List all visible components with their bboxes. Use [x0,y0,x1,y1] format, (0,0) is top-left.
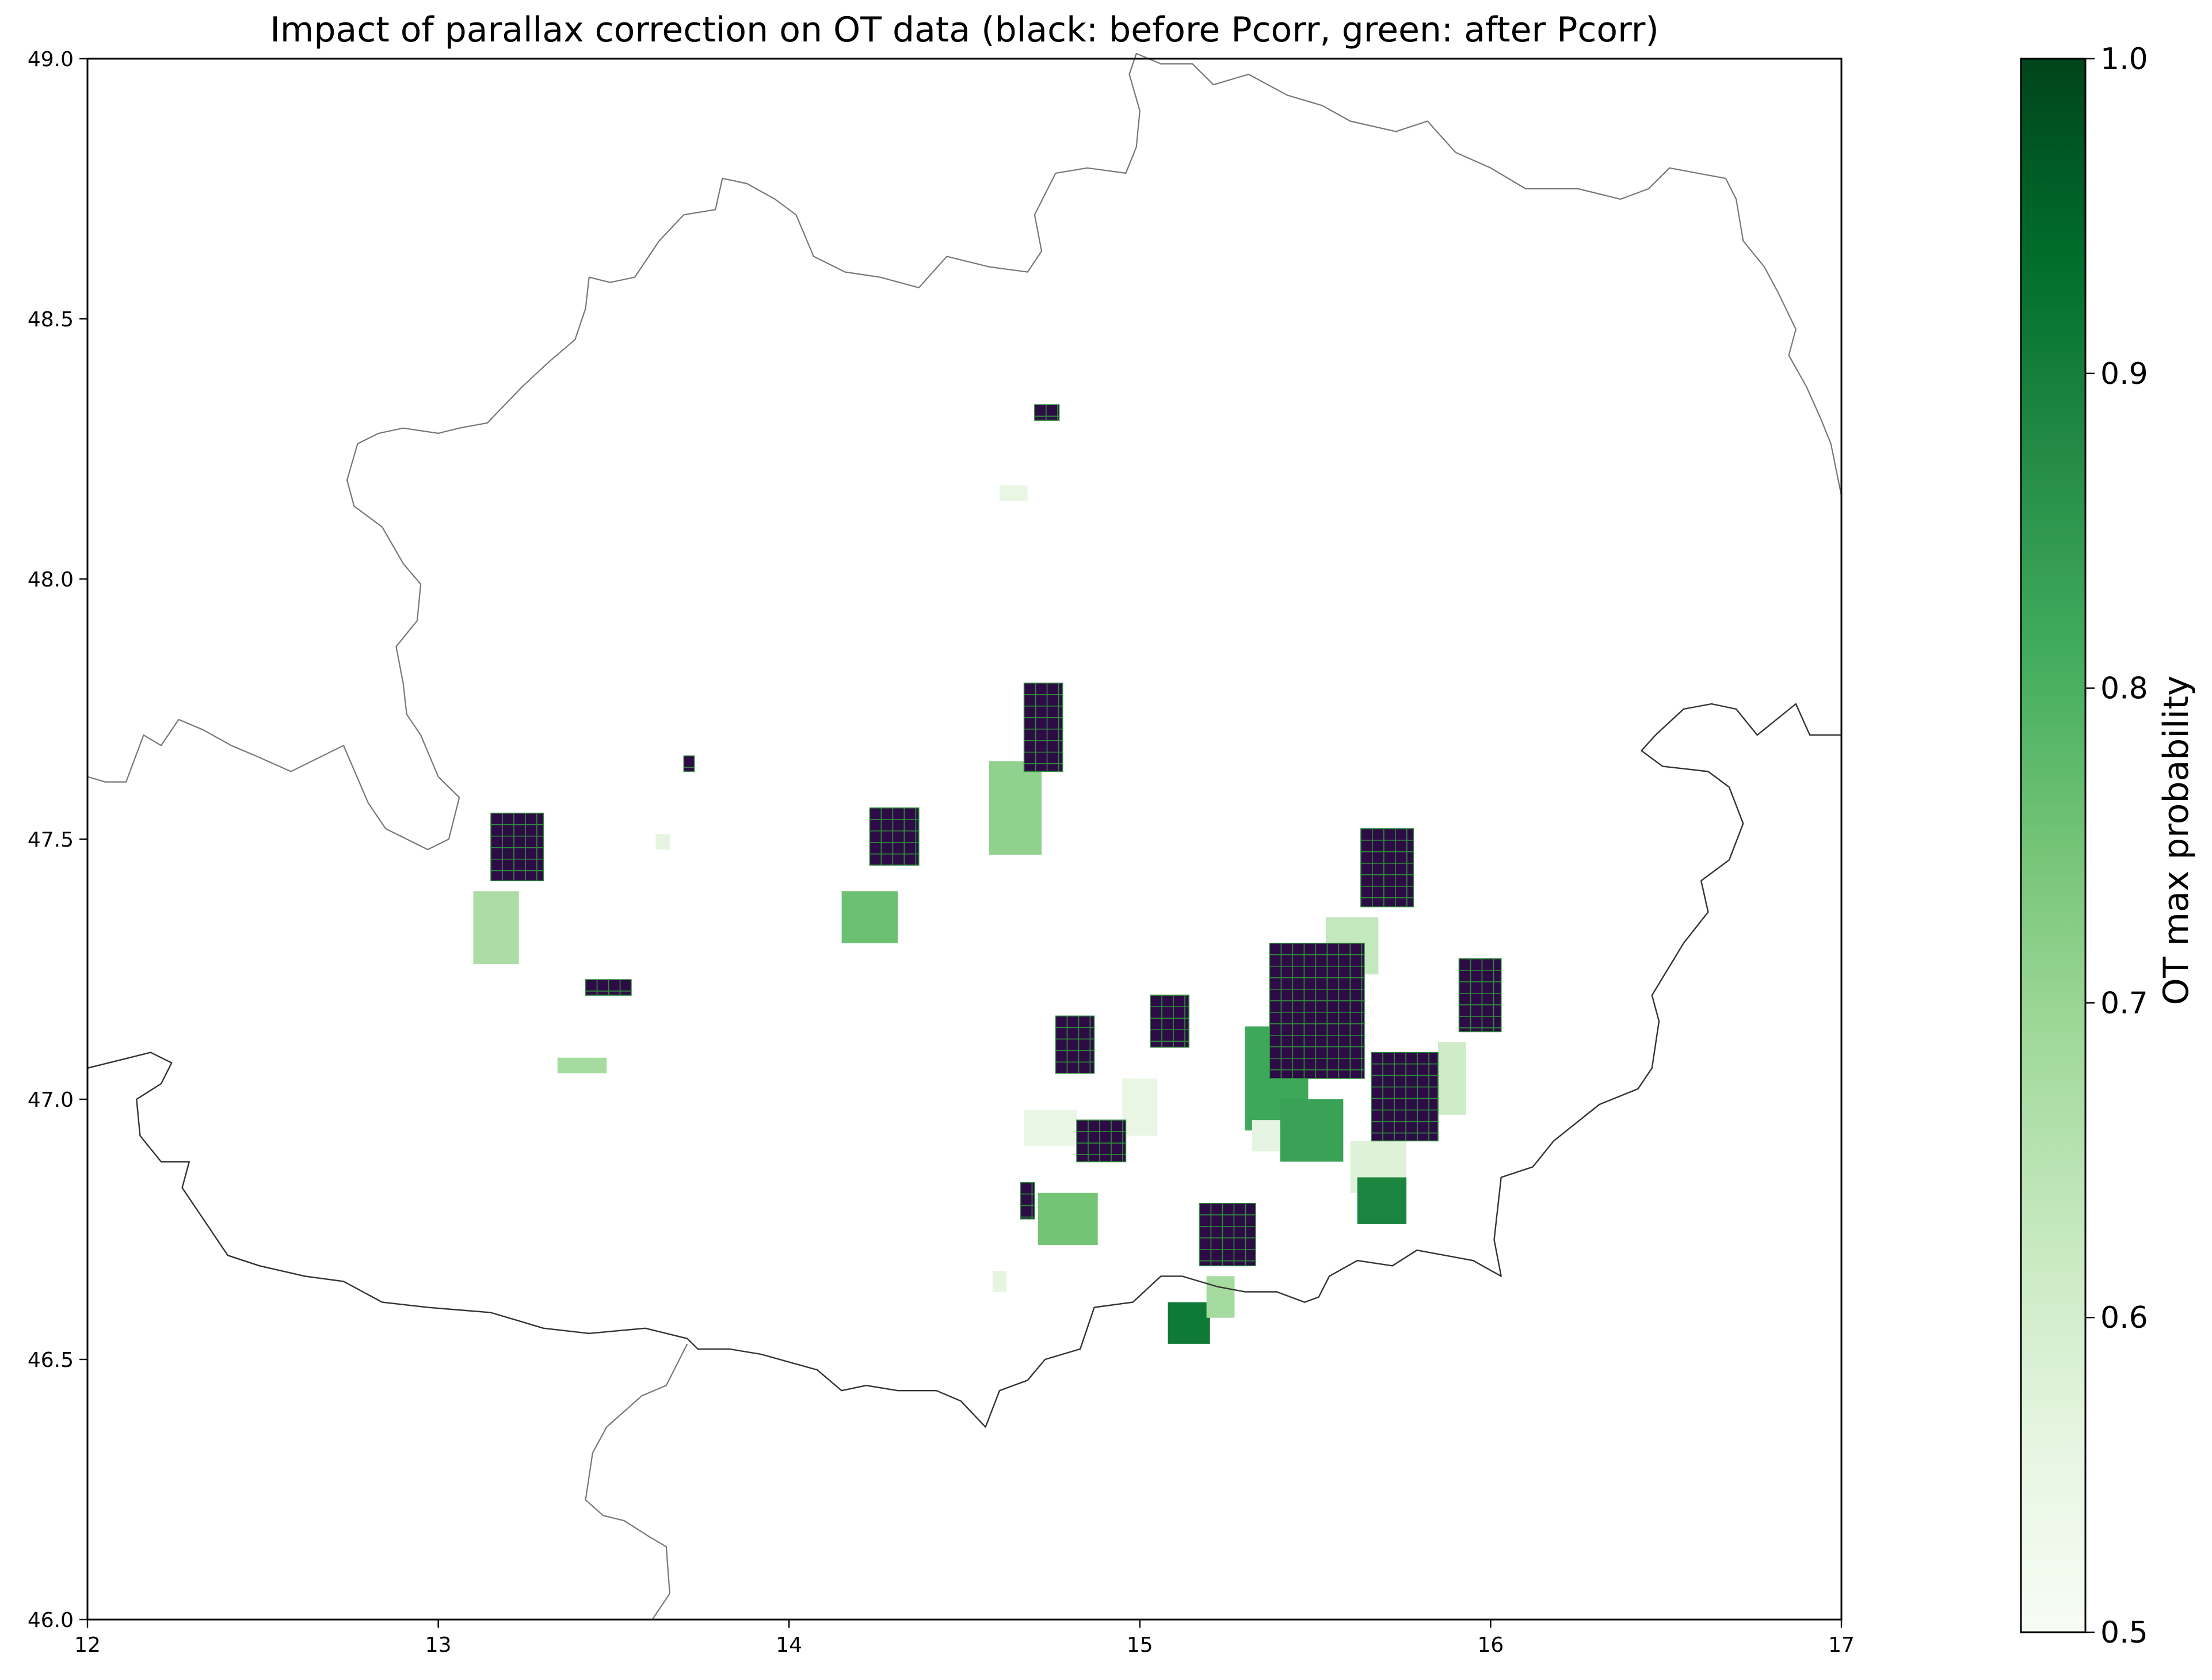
x-tick-label: 13 [425,1633,452,1657]
after-pcorr-region [992,1271,1007,1292]
before-pcorr-cluster [1034,404,1060,421]
y-tick-label: 49.0 [28,48,74,71]
x-axis: 12 13 14 15 16 17 [74,1620,1855,1657]
colorbar-tick-label: 1.0 [2100,42,2148,77]
before-pcorr-cluster [1076,1119,1127,1163]
colorbar-ticks: 0.5 0.6 0.7 0.8 0.9 1.0 [2085,42,2148,1650]
y-tick-label: 47.0 [28,1088,74,1112]
country-border-line [87,52,1843,851]
colorbar-tick-label: 0.8 [2100,672,2148,706]
before-pcorr-cluster [1269,943,1365,1079]
colorbar-gradient [2020,58,2087,1633]
after-pcorr-region [1038,1193,1098,1245]
after-pcorr-region [989,761,1042,855]
after-pcorr-region [1437,1042,1466,1115]
country-border-line [87,703,1841,1428]
country-border-line [585,1343,688,1620]
country-borders [87,52,1843,1620]
after-pcorr-region [1252,1120,1280,1152]
after-pcorr-region [1024,1110,1077,1146]
after-pcorr-region [1280,1099,1344,1162]
before-pcorr-cluster [490,813,544,882]
after-pcorr-region [1122,1078,1158,1136]
y-axis: 46.0 46.5 47.0 47.5 48.0 48.5 49.0 [28,48,87,1632]
after-pcorr-region [473,891,519,964]
after-pcorr-region [841,891,898,943]
colorbar-label: OT max probability [2156,676,2196,1005]
before-pcorr-cluster [1199,1203,1256,1267]
map-area [87,52,1843,1620]
y-tick-label: 48.5 [28,308,74,332]
before-pcorr-cluster [1458,958,1502,1033]
y-tick-label: 48.0 [28,568,74,592]
before-pcorr-cluster [1360,828,1414,908]
colorbar-tick-label: 0.9 [2100,357,2148,391]
chart-title: Impact of parallax correction on OT data… [270,10,1659,50]
after-pcorr-region [557,1057,607,1073]
after-pcorr-region [1206,1276,1235,1318]
x-tick-label: 16 [1477,1633,1504,1657]
colorbar-tick-label: 0.5 [2100,1616,2148,1650]
before-pcorr-cluster [869,807,920,866]
before-pcorr-cluster [1371,1052,1439,1142]
colorbar-tick-label: 0.7 [2100,986,2148,1020]
before-pcorr-cluster [585,979,632,996]
before-pcorr-cluster [1055,1015,1095,1074]
x-tick-label: 12 [74,1633,101,1657]
before-pcorr-cluster [1150,995,1189,1048]
x-tick-label: 15 [1127,1633,1153,1657]
before-pcorr-cluster [1023,683,1063,772]
after-pcorr-region [999,485,1028,501]
after-pcorr-region [655,833,670,850]
y-tick-label: 46.5 [28,1348,74,1372]
before-pcorr-cluster [1020,1182,1035,1220]
before-pcorr-layer [490,404,1502,1267]
after-pcorr-region [1357,1177,1407,1224]
after-pcorr-region [1168,1302,1210,1344]
colorbar: 0.5 0.6 0.7 0.8 0.9 1.0 OT max probability [2020,42,2196,1650]
before-pcorr-cluster [683,755,695,772]
x-tick-label: 14 [776,1633,802,1657]
x-tick-label: 17 [1828,1633,1855,1657]
y-tick-label: 46.0 [28,1609,74,1632]
y-tick-label: 47.5 [28,828,74,852]
colorbar-tick-label: 0.6 [2100,1301,2148,1335]
